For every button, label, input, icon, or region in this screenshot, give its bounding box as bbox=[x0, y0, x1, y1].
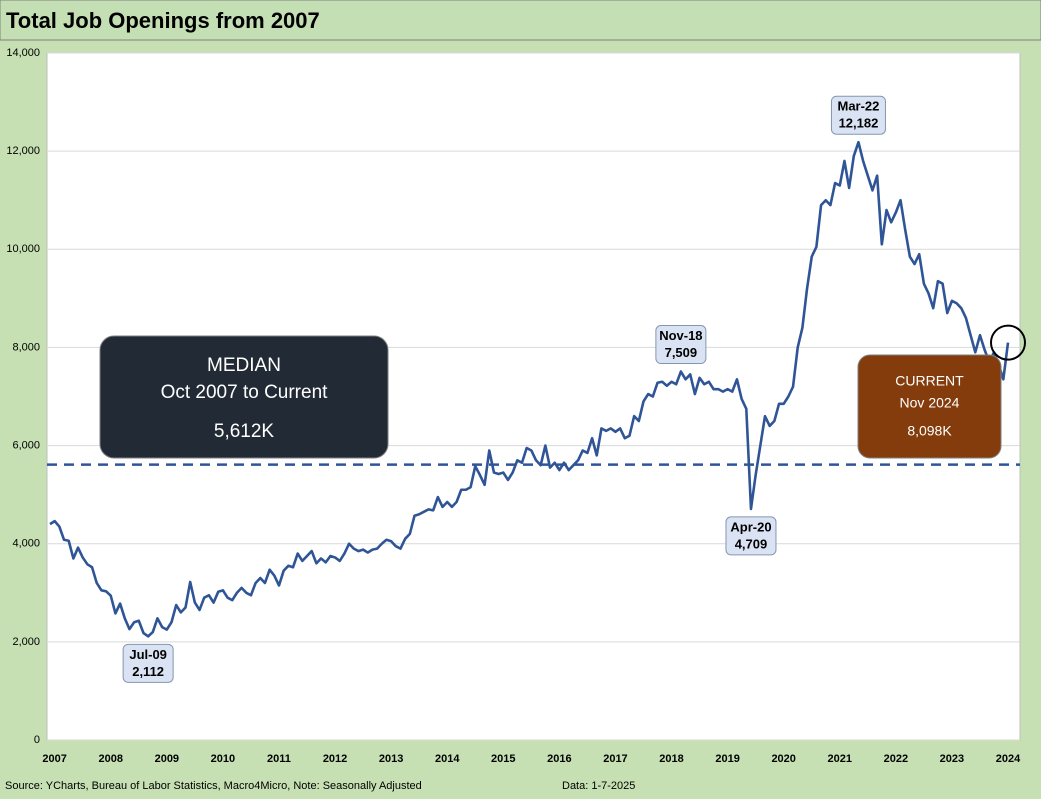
median-box bbox=[99, 335, 389, 459]
y-tick-label: 8,000 bbox=[12, 341, 40, 353]
x-tick-label: 2022 bbox=[884, 753, 908, 765]
source: Source: YCharts, Bureau of Labor Statist… bbox=[5, 780, 422, 792]
x-tick-label: 2007 bbox=[42, 753, 66, 765]
annotation-box bbox=[830, 95, 886, 135]
current-box bbox=[857, 354, 1002, 459]
current-value: 8,098K bbox=[907, 423, 952, 439]
annotation-date: Jul-09 bbox=[129, 647, 167, 662]
chart-title: Total Job Openings from 2007 bbox=[6, 8, 320, 33]
median-period: Oct 2007 to Current bbox=[161, 382, 329, 403]
annotation-value: 4,709 bbox=[735, 536, 768, 551]
x-tick-label: 2014 bbox=[435, 753, 460, 765]
x-tick-label: 2017 bbox=[603, 753, 627, 765]
series bbox=[47, 140, 1020, 638]
x-tick-label: 2023 bbox=[940, 753, 964, 765]
annotation-box bbox=[122, 643, 174, 683]
y-tick-label: 2,000 bbox=[12, 636, 40, 648]
median-value: 5,612K bbox=[214, 421, 275, 442]
y-tick-label: 12,000 bbox=[6, 145, 40, 157]
annotation-date: Nov-18 bbox=[659, 328, 702, 343]
x-tick-label: 2012 bbox=[323, 753, 347, 765]
x-tick-label: 2020 bbox=[771, 753, 795, 765]
x-tick-label: 2015 bbox=[491, 753, 515, 765]
x-tick-label: 2019 bbox=[715, 753, 739, 765]
x-tick-label: 2011 bbox=[267, 753, 291, 765]
y-tick-label: 0 bbox=[34, 734, 40, 746]
annotation-value: 2,112 bbox=[132, 664, 164, 679]
y-tick-label: 10,000 bbox=[6, 243, 40, 255]
annotation-box bbox=[725, 516, 777, 556]
y-tick-label: 6,000 bbox=[12, 439, 40, 451]
x-tick-label: 2010 bbox=[211, 753, 235, 765]
current-title: CURRENT bbox=[895, 373, 964, 389]
title-bar bbox=[0, 0, 1041, 41]
median-title: MEDIAN bbox=[207, 355, 281, 376]
x-tick-label: 2021 bbox=[828, 753, 852, 765]
highlight-circle bbox=[990, 324, 1026, 361]
date-note: Data: 1-7-2025 bbox=[562, 780, 635, 792]
annotation-date: Mar-22 bbox=[837, 99, 879, 114]
annotation-box bbox=[655, 325, 707, 365]
y-tick-label: 14,000 bbox=[6, 47, 40, 59]
annotation-date: Apr-20 bbox=[730, 519, 771, 534]
series-line bbox=[49, 140, 1010, 638]
x-tick-label: 2013 bbox=[379, 753, 403, 765]
x-tick-label: 2016 bbox=[547, 753, 571, 765]
annotation-value: 7,509 bbox=[665, 345, 698, 360]
boxes: Jul-09 2,112 Nov-18 7,509 Apr-20 4,709 Mar-22 1… bbox=[99, 95, 1026, 683]
x-tick-label: 2018 bbox=[659, 753, 683, 765]
x-tick-label: 2008 bbox=[99, 753, 123, 765]
annotation-value: 12,182 bbox=[839, 116, 879, 131]
y-tick-label: 4,000 bbox=[12, 538, 40, 550]
x-tick-label: 2024 bbox=[996, 753, 1021, 765]
x-tick-label: 2009 bbox=[155, 753, 179, 765]
current-period: Nov 2024 bbox=[900, 395, 960, 411]
